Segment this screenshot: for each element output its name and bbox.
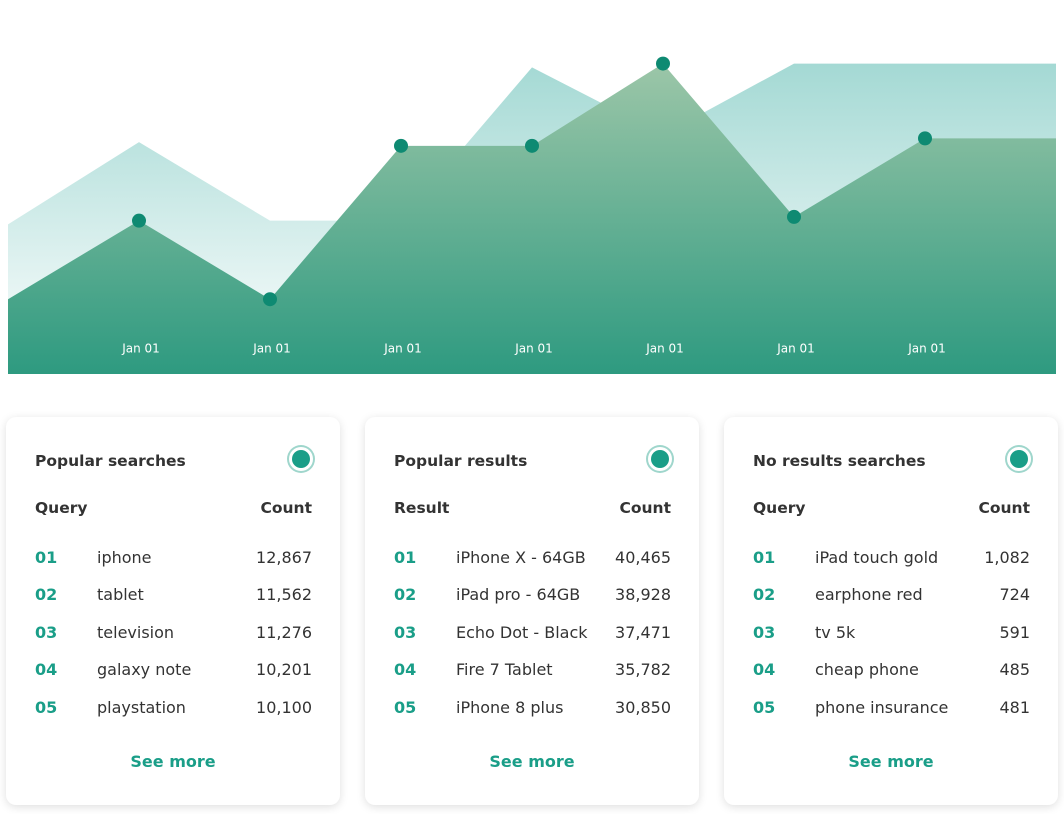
see-more-link[interactable]: See more <box>130 752 216 771</box>
row-name: television <box>97 622 175 642</box>
row-rank: 01 <box>394 548 417 567</box>
row-name: iphone <box>97 548 152 567</box>
row-count: 10,100 <box>256 697 312 717</box>
row-name: galaxy note <box>97 660 192 680</box>
row-count: 11,562 <box>256 585 312 605</box>
row-count: 724 <box>999 585 1030 605</box>
row-count: 481 <box>999 697 1030 717</box>
column-header: Query <box>753 499 806 517</box>
row-count: 37,471 <box>615 622 671 642</box>
status-indicator[interactable] <box>1010 450 1028 468</box>
row-count: 12,867 <box>256 548 312 567</box>
x-tick-label: Jan 01 <box>252 342 291 356</box>
column-header: Count <box>978 499 1030 517</box>
x-tick-label: Jan 01 <box>907 342 946 356</box>
row-count: 38,928 <box>615 585 671 605</box>
card: Popular searches Query Count 01 iphone 12,867… <box>6 417 340 805</box>
row-count: 591 <box>999 622 1030 642</box>
row-rank: 01 <box>35 548 58 567</box>
row-name: iPad touch gold <box>815 548 939 567</box>
row-rank: 05 <box>394 697 417 717</box>
row-name: iPad pro - 64GB <box>456 585 581 605</box>
row-rank: 04 <box>394 660 417 680</box>
row-name: earphone red <box>815 585 923 605</box>
card-title: No results searches <box>753 452 926 470</box>
column-header: Count <box>260 499 312 517</box>
row-rank: 02 <box>394 585 417 605</box>
card-title: Popular searches <box>35 452 186 470</box>
x-tick-label: Jan 01 <box>383 342 422 356</box>
marker <box>263 292 277 307</box>
row-rank: 02 <box>35 585 58 605</box>
row-rank: 02 <box>753 585 776 605</box>
card: No results searches Query Count 01 iPad touc… <box>724 417 1058 805</box>
marker <box>787 209 801 224</box>
chart: Jan 01 Jan 01 Jan 01 Jan 01 Jan 01 Jan 01 Jan … <box>8 56 1056 374</box>
x-tick-label: Jan 01 <box>514 342 553 356</box>
row-rank: 01 <box>753 548 776 567</box>
row-rank: 05 <box>35 697 58 717</box>
marker <box>132 213 146 228</box>
row-name: iPhone X - 64GB <box>456 548 586 567</box>
see-more-link[interactable]: See more <box>848 752 934 771</box>
column-header: Result <box>394 499 450 517</box>
row-rank: 03 <box>35 622 58 642</box>
row-count: 11,276 <box>256 622 312 642</box>
column-header: Query <box>35 499 88 517</box>
row-rank: 03 <box>753 622 776 642</box>
status-indicator[interactable] <box>292 450 310 468</box>
x-tick-label: Jan 01 <box>645 342 684 356</box>
row-name: Echo Dot - Black <box>456 622 588 642</box>
marker <box>525 138 539 153</box>
x-tick-label: Jan 01 <box>121 342 160 356</box>
marker <box>394 138 408 153</box>
row-count: 35,782 <box>615 660 671 680</box>
row-name: phone insurance <box>815 697 949 717</box>
row-count: 485 <box>999 660 1030 680</box>
marker <box>656 56 670 71</box>
row-count: 30,850 <box>615 697 671 717</box>
row-count: 40,465 <box>615 548 671 567</box>
row-name: iPhone 8 plus <box>456 697 564 717</box>
status-indicator[interactable] <box>651 450 669 468</box>
x-tick-label: Jan 01 <box>776 342 815 356</box>
row-name: cheap phone <box>815 660 919 680</box>
area <box>8 63 1056 374</box>
row-count: 10,201 <box>256 660 312 680</box>
column-header: Count <box>619 499 671 517</box>
card-title: Popular results <box>394 452 528 470</box>
card: Popular results Result Count 01 iPhone X - 6… <box>365 417 699 805</box>
row-name: Fire 7 Tablet <box>456 660 553 680</box>
row-rank: 05 <box>753 697 776 717</box>
row-name: playstation <box>97 697 186 717</box>
row-rank: 04 <box>35 660 58 680</box>
marker <box>918 131 932 146</box>
row-rank: 03 <box>394 622 417 642</box>
row-name: tv 5k <box>815 622 856 642</box>
row-name: tablet <box>97 585 144 605</box>
row-rank: 04 <box>753 660 776 680</box>
row-count: 1,082 <box>984 548 1030 567</box>
see-more-link[interactable]: See more <box>489 752 575 771</box>
